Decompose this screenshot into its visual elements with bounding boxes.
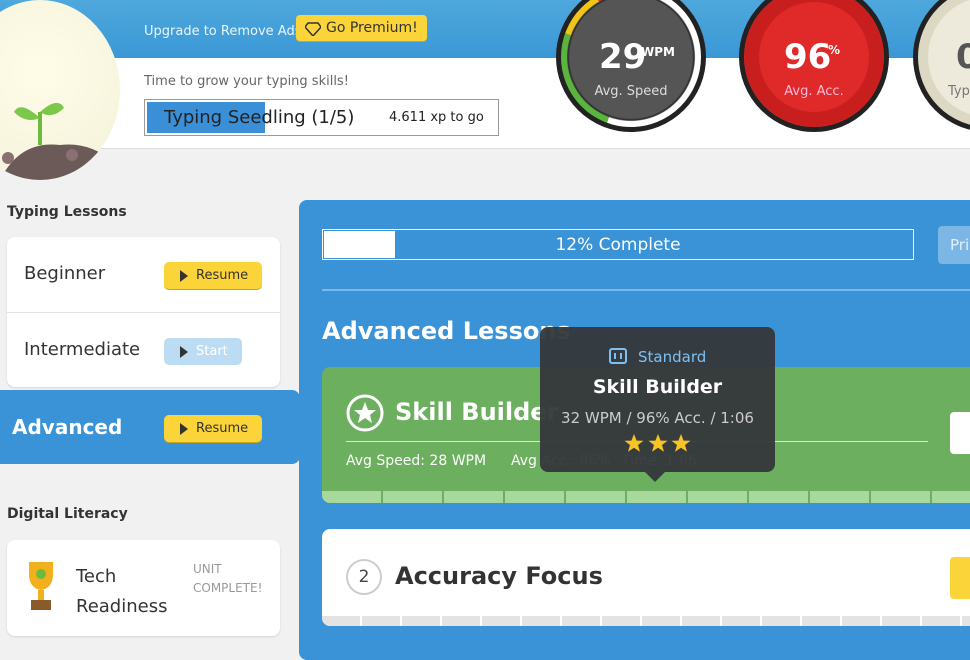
xp-bar: Typing Seedling (1/5) 4.611 xp to go: [144, 99, 499, 136]
lesson-list: Beginner Resume Intermediate Start: [7, 237, 280, 387]
progress-fill: [324, 231, 395, 258]
unit-name: Accuracy Focus: [395, 562, 603, 590]
print-button[interactable]: Pri: [938, 226, 970, 264]
divider: [7, 312, 280, 313]
resume-button[interactable]: Resume: [164, 262, 263, 289]
stat-label: Typi: [948, 84, 970, 99]
print-label: Pri: [950, 236, 970, 254]
lesson-segments: [322, 491, 970, 503]
keyboard-icon: [609, 348, 627, 364]
ad-text: Upgrade to Remove Ads:: [144, 24, 306, 39]
unit-button[interactable]: [950, 557, 970, 599]
lesson-name: Intermediate: [24, 339, 141, 360]
unit-card[interactable]: 2 Accuracy Focus: [322, 529, 970, 626]
premium-button[interactable]: Go Premium!: [296, 15, 427, 41]
unit-number: 2: [346, 559, 382, 595]
lesson-name: Advanced: [12, 415, 123, 439]
trophy-icon: [29, 562, 53, 610]
stat-unit: WPM: [641, 45, 675, 59]
stat-value: 29: [599, 37, 647, 77]
unit-name: Skill Builder: [395, 398, 559, 426]
xp-to-go: 4.611 xp to go: [389, 110, 484, 125]
premium-label: Go Premium!: [326, 20, 418, 36]
progress-bar: 12% Complete: [322, 229, 914, 260]
star-badge: [346, 394, 384, 432]
star-rating: [624, 434, 691, 452]
xp-fill: [147, 102, 265, 133]
stat-unit: %: [828, 43, 841, 57]
tooltip-mode: Standard: [638, 348, 707, 366]
accuracy-gauge: 96 % Avg. Acc.: [739, 0, 889, 132]
section-title: Advanced Lessons: [322, 317, 571, 345]
start-button[interactable]: Start: [164, 338, 242, 365]
digital-card[interactable]: Tech Readiness UNIT COMPLETE!: [7, 540, 280, 636]
lesson-segments: [322, 616, 970, 626]
resume-button[interactable]: Resume: [164, 415, 263, 442]
section-heading: Digital Literacy: [7, 506, 128, 522]
gem-icon: [305, 22, 321, 36]
stat-label: Avg. Acc.: [784, 84, 844, 99]
avg-speed: Avg Speed: 28 WPM: [346, 453, 487, 469]
section-heading: Typing Lessons: [7, 204, 127, 220]
unit-name: Tech Readiness: [76, 566, 168, 617]
tooltip: Standard Skill Builder 32 WPM / 96% Acc.…: [540, 327, 775, 482]
stat-value: 0: [956, 37, 970, 77]
stat-value: 96: [784, 37, 832, 77]
active-lesson[interactable]: Advanced Resume: [0, 390, 300, 464]
unit-button[interactable]: [950, 412, 970, 454]
divider: [322, 289, 970, 291]
level-name: Typing Seedling (1/5): [164, 107, 355, 128]
progress-label: 12% Complete: [555, 235, 681, 255]
tooltip-stats: 32 WPM / 96% Acc. / 1:06: [561, 409, 754, 427]
lesson-name: Beginner: [24, 263, 106, 284]
tagline: Time to grow your typing skills!: [144, 74, 349, 89]
unit-status: UNIT COMPLETE!: [193, 562, 263, 595]
tooltip-title: Skill Builder: [592, 376, 723, 398]
speed-gauge: 29 WPM Avg. Speed: [556, 0, 706, 132]
tooltip-arrow: [645, 472, 665, 482]
stat-label: Avg. Speed: [594, 84, 668, 99]
